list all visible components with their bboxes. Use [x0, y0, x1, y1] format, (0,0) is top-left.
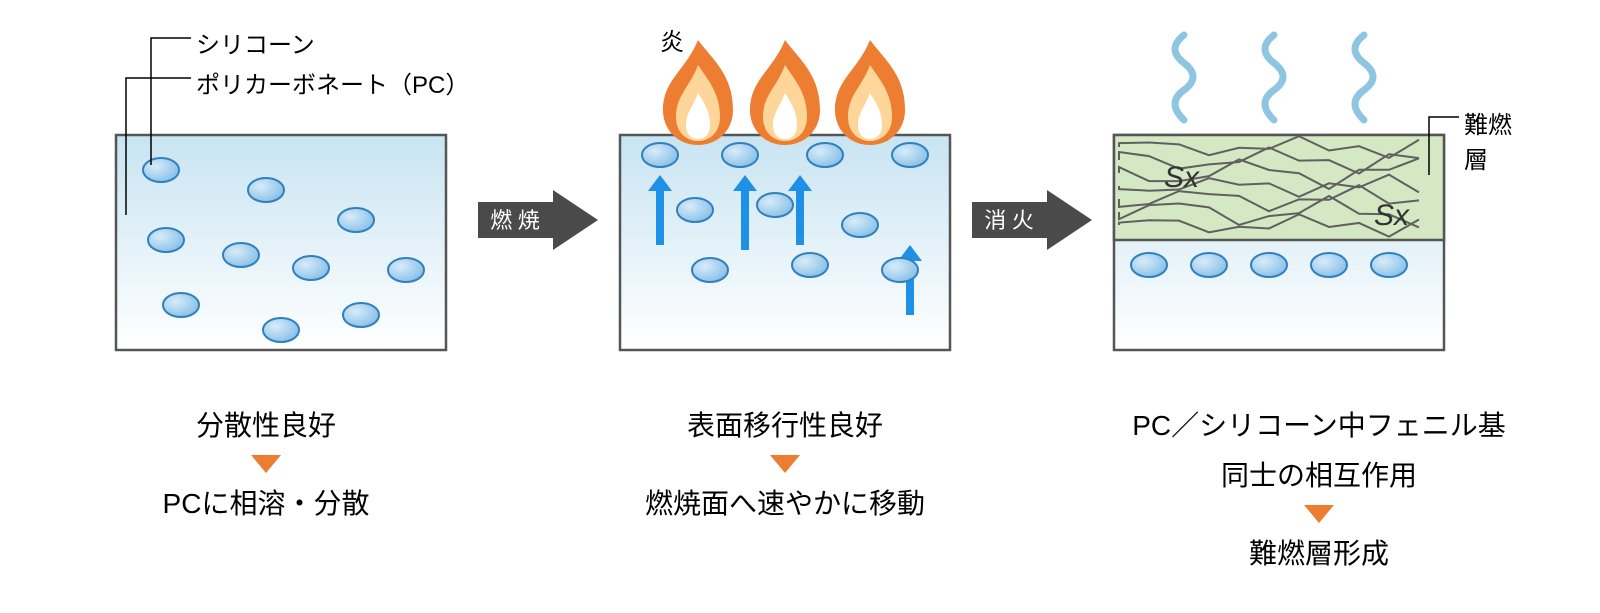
orange-down-marker-icon: [770, 455, 800, 475]
stage-2-caption: 表面移行性良好 燃焼面へ速やかに移動: [645, 405, 925, 525]
stage-1-dispersion: シリコーン ポリカーボネート（PC） 分散性良好 PCに相溶・分散: [66, 20, 466, 525]
stage-1-illustration: シリコーン ポリカーボネート（PC）: [66, 20, 466, 375]
svg-text:燃 焼: 燃 焼: [490, 208, 540, 233]
stage-1-caption: 分散性良好 PCに相溶・分散: [163, 405, 370, 525]
flame-retardant-mechanism-diagram: シリコーン ポリカーボネート（PC） 分散性良好 PCに相溶・分散 燃 焼 炎 …: [0, 0, 1600, 595]
label-char-layer: 難燃層: [1464, 105, 1534, 175]
caption-text: PCに相溶・分散: [163, 483, 370, 525]
stage-3-caption: PC／シリコーン中フェニル基 同士の相互作用 難燃層形成: [1132, 405, 1506, 575]
caption-text: 分散性良好: [196, 405, 336, 447]
caption-text: 難燃層形成: [1249, 533, 1389, 575]
orange-down-marker-icon: [1304, 505, 1334, 525]
stage-3-char-layer: Sx Sx 難燃層 PC／シリコーン中フェニル基 同士の相互作用 難燃層形成: [1104, 20, 1534, 575]
arrow-combustion: 燃 焼: [466, 90, 610, 350]
svg-text:Sx: Sx: [1374, 199, 1410, 232]
svg-text:消 火: 消 火: [984, 208, 1034, 233]
label-polycarbonate: ポリカーボネート（PC）: [196, 65, 466, 100]
label-flame: 炎: [660, 22, 684, 57]
caption-text: 燃焼面へ速やかに移動: [645, 483, 925, 525]
stage-2-illustration: 炎: [610, 20, 960, 375]
caption-text: 同士の相互作用: [1221, 455, 1417, 497]
label-silicone: シリコーン: [196, 25, 315, 60]
svg-text:Sx: Sx: [1164, 161, 1200, 194]
arrow-extinguish: 消 火: [960, 90, 1104, 350]
caption-text: 表面移行性良好: [687, 405, 883, 447]
caption-text: PC／シリコーン中フェニル基: [1132, 405, 1506, 447]
stage-2-migration: 炎 表面移行性良好 燃焼面へ速やかに移動: [610, 20, 960, 525]
stage-3-illustration: Sx Sx 難燃層: [1104, 20, 1534, 375]
orange-down-marker-icon: [251, 455, 281, 475]
